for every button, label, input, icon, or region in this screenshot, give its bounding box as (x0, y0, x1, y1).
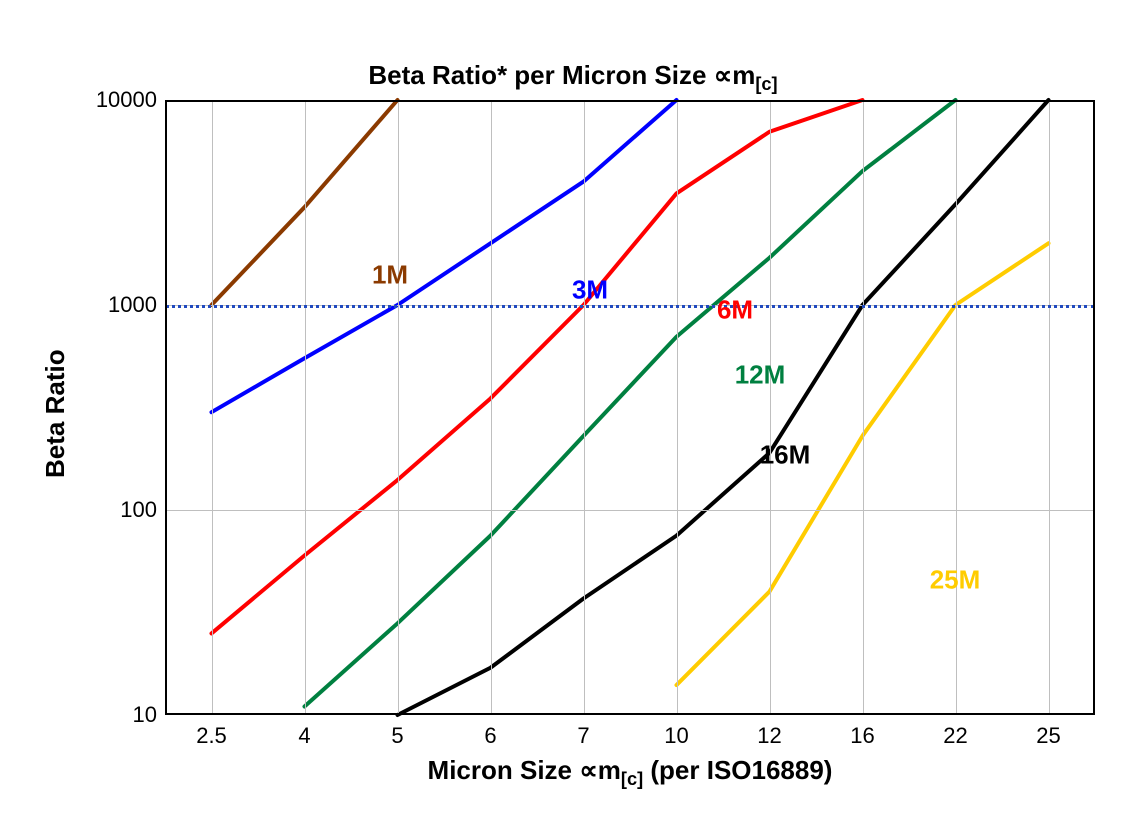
gridline-horizontal (165, 510, 1095, 511)
y-tick-label: 10000 (96, 87, 157, 113)
gridline-vertical (584, 100, 585, 715)
series-line-3M (212, 100, 677, 412)
gridline-vertical (305, 100, 306, 715)
x-tick-label: 4 (298, 723, 310, 749)
x-tick-label: 25 (1036, 723, 1060, 749)
x-tick-label: 5 (391, 723, 403, 749)
x-tick-label: 7 (577, 723, 589, 749)
series-label-12M: 12M (735, 360, 786, 391)
y-axis-label: Beta Ratio (40, 349, 71, 478)
chart-container: Beta Ratio* per Micron Size ∝m[c] Beta R… (0, 0, 1146, 818)
y-tick-label: 1000 (108, 292, 157, 318)
series-line-12M (305, 100, 956, 707)
x-tick-label: 12 (757, 723, 781, 749)
series-label-1M: 1M (372, 260, 408, 291)
series-label-25M: 25M (930, 565, 981, 596)
chart-title: Beta Ratio* per Micron Size ∝m[c] (0, 60, 1146, 95)
series-label-6M: 6M (717, 295, 753, 326)
y-tick-label: 100 (120, 497, 157, 523)
gridline-vertical (863, 100, 864, 715)
series-line-16M (398, 100, 1049, 715)
gridline-vertical (677, 100, 678, 715)
gridline-vertical (212, 100, 213, 715)
series-label-3M: 3M (572, 275, 608, 306)
x-axis-label: Micron Size ∝m[c] (per ISO16889) (165, 755, 1095, 790)
x-tick-label: 6 (484, 723, 496, 749)
series-label-16M: 16M (760, 440, 811, 471)
gridline-vertical (491, 100, 492, 715)
gridline-vertical (956, 100, 957, 715)
y-tick-label: 10 (133, 702, 157, 728)
gridline-vertical (1049, 100, 1050, 715)
gridline-vertical (398, 100, 399, 715)
x-tick-label: 2.5 (196, 723, 227, 749)
x-tick-label: 16 (850, 723, 874, 749)
x-tick-label: 10 (664, 723, 688, 749)
x-tick-label: 22 (943, 723, 967, 749)
gridline-vertical (770, 100, 771, 715)
reference-line (165, 305, 1095, 308)
plot-area (165, 100, 1095, 715)
